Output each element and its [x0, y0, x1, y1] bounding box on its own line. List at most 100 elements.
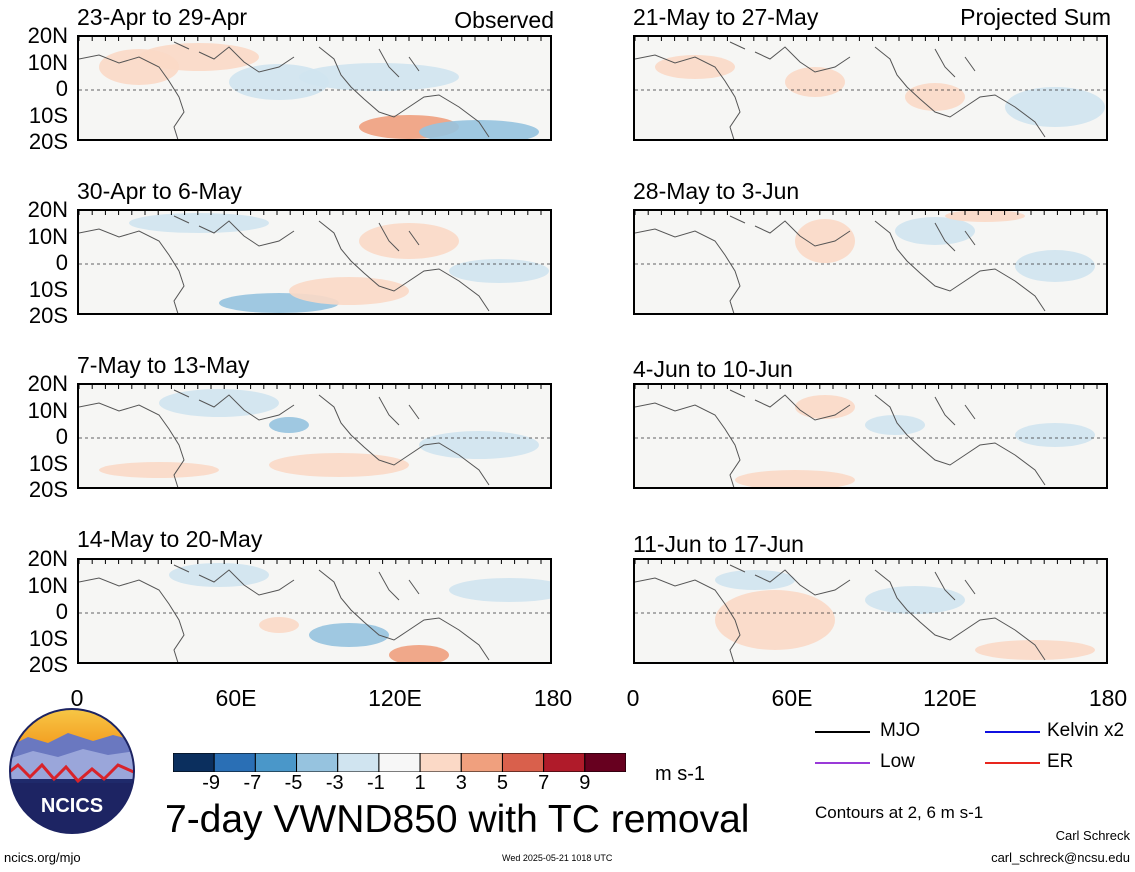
map-canvas: [635, 560, 1106, 662]
colorbar-tick-label: -7: [243, 772, 262, 794]
anomaly-shading: [1015, 250, 1095, 282]
anomaly-shading: [655, 55, 735, 79]
colorbar-tick-label: 3: [455, 772, 467, 794]
map-canvas: [635, 211, 1106, 313]
map-panel: [77, 209, 552, 315]
lat-label: 20N: [27, 371, 68, 396]
anomaly-shading: [389, 645, 449, 662]
panel-title: 14-May to 20-May: [77, 526, 263, 552]
lat-label: 20N: [27, 546, 68, 571]
anomaly-shading: [299, 63, 459, 91]
lon-label: 60E: [215, 685, 257, 711]
lat-label: 20S: [28, 129, 68, 154]
colorbar-swatch: [254, 753, 298, 772]
map-canvas: [635, 37, 1106, 139]
anomaly-shading: [449, 578, 550, 602]
colorbar-swatch: [296, 753, 339, 772]
lon-label: 0: [626, 685, 640, 711]
map-panel: [77, 383, 552, 489]
main-title: 7-day VWND850 with TC removal: [165, 798, 750, 841]
panel-title: 21-May to 27-May: [633, 4, 819, 30]
map-panel: [77, 558, 552, 664]
contours-note: Contours at 2, 6 m s-1: [815, 803, 984, 822]
colorbar-swatch: [173, 753, 215, 772]
anomaly-shading: [735, 470, 855, 487]
lat-label: 10N: [27, 49, 68, 75]
map-panel: [77, 35, 552, 141]
anomaly-shading: [865, 415, 925, 435]
legend-label: Kelvin x2: [1047, 720, 1125, 741]
anomaly-shading: [99, 49, 179, 85]
lat-label: 0: [55, 599, 68, 624]
lon-label: 180: [1088, 685, 1128, 711]
panel-title: 11-Jun to 17-Jun: [633, 531, 804, 557]
colorbar-swatch: [378, 753, 421, 772]
coastline: [635, 389, 1046, 487]
panel-title: 7-May to 13-May: [77, 352, 250, 378]
lat-label: 10N: [27, 572, 68, 598]
colorbar-tick-label: 1: [414, 772, 426, 794]
lon-label: 120E: [368, 685, 422, 711]
anomaly-shading: [449, 259, 549, 283]
map-panel: [633, 209, 1108, 315]
colorbar-tick-label: 5: [496, 772, 509, 794]
lat-label: 20N: [27, 23, 68, 48]
colorbar-tick-label: -5: [284, 772, 303, 794]
map-canvas: [79, 37, 550, 139]
anomaly-shading: [309, 623, 389, 647]
lon-label: 120E: [923, 685, 977, 711]
coastline: [79, 41, 490, 139]
anomaly-shading: [359, 223, 459, 259]
map-canvas: [79, 560, 550, 662]
coastline: [79, 389, 490, 487]
anomaly-shading: [259, 617, 299, 633]
anomaly-shading: [1015, 423, 1095, 447]
anomaly-shading: [715, 570, 795, 590]
legend-swatch-mjo: [815, 731, 870, 733]
lat-label: 20S: [28, 652, 68, 677]
colorbar-swatch: [337, 753, 380, 772]
lat-label: 0: [55, 250, 68, 275]
footer-timestamp: Wed 2025-05-21 1018 UTC: [502, 853, 613, 863]
lat-label: 10S: [28, 276, 68, 302]
coastline: [635, 215, 1046, 313]
map-panel: [633, 35, 1108, 141]
anomaly-shading: [269, 417, 309, 433]
colorbar-tick-label: -1: [367, 772, 385, 794]
legend-swatch-low: [815, 762, 870, 764]
anomaly-shading: [419, 431, 539, 459]
colorbar-tick-label: -9: [202, 772, 221, 794]
lat-label: 20S: [28, 303, 68, 328]
lon-label: 0: [70, 685, 84, 711]
lat-label: 0: [55, 76, 68, 101]
anomaly-shading: [905, 83, 965, 111]
panel-title: 30-Apr to 6-May: [77, 178, 242, 204]
coastline: [79, 564, 490, 662]
panel-corner-label: Observed: [454, 7, 554, 33]
legend-swatch-kelvin: [985, 731, 1040, 733]
lat-label: 10S: [28, 625, 68, 651]
footer-url: ncics.org/mjo: [4, 850, 81, 865]
colorbar-swatch: [213, 753, 256, 772]
map-panel: [633, 558, 1108, 664]
lat-label: 10N: [27, 397, 68, 423]
panel-title: 28-May to 3-Jun: [633, 178, 800, 204]
anomaly-shading: [419, 120, 539, 139]
lat-label: 10N: [27, 223, 68, 249]
colorbar-tick-label: 7: [538, 772, 550, 794]
colorbar-swatch: [460, 753, 503, 772]
footer-email: carl_schreck@ncsu.edu: [991, 850, 1130, 865]
coastline: [635, 41, 1046, 139]
legend-label: Low: [880, 751, 915, 772]
ncics-logo-icon: NCICS: [9, 708, 135, 834]
colorbar-swatch: [501, 753, 545, 772]
colorbar: [173, 753, 626, 772]
lat-label: 0: [55, 424, 68, 449]
lat-label: 20S: [28, 477, 68, 502]
panel-title: 23-Apr to 29-Apr: [77, 4, 248, 30]
anomaly-shading: [895, 217, 975, 245]
anomaly-shading: [169, 563, 269, 587]
anomaly-shading: [715, 590, 835, 650]
coastline: [635, 564, 1046, 662]
colorbar-tick-label: -3: [325, 772, 344, 794]
